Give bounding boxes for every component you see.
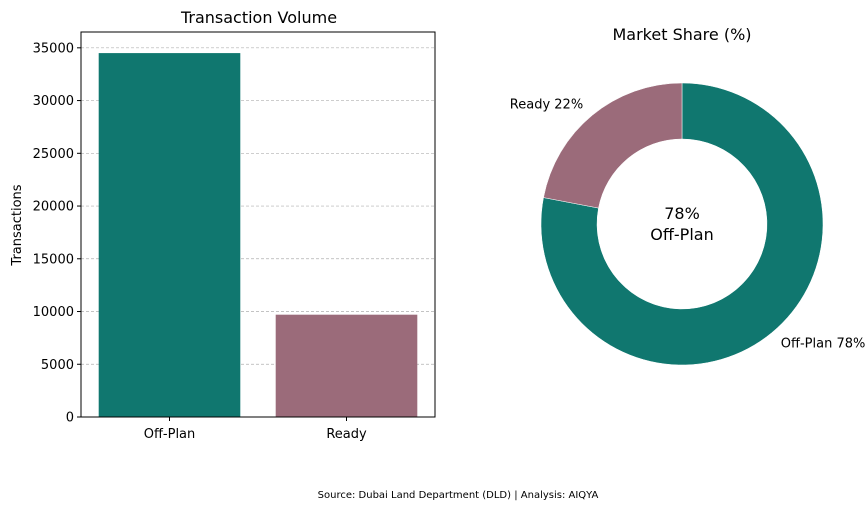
y-tick-label: 15000 [33,252,74,267]
bar-off-plan [98,53,241,418]
x-tick-label: Off-Plan [144,427,196,442]
y-tick-label: 0 [66,411,74,426]
y-axis-label: Transactions [10,184,25,266]
y-tick-label: 20000 [33,200,74,215]
x-tick-label: Ready [326,427,367,442]
y-tick-label: 25000 [33,147,74,162]
y-tick-label: 10000 [33,305,74,320]
y-tick-label: 35000 [33,41,74,56]
y-tick-label: 30000 [33,94,74,109]
bar-ready [275,314,418,417]
y-tick-label: 5000 [41,358,74,373]
bar-chart-title: Transaction Volume [180,8,337,27]
plot-frame [80,31,436,418]
